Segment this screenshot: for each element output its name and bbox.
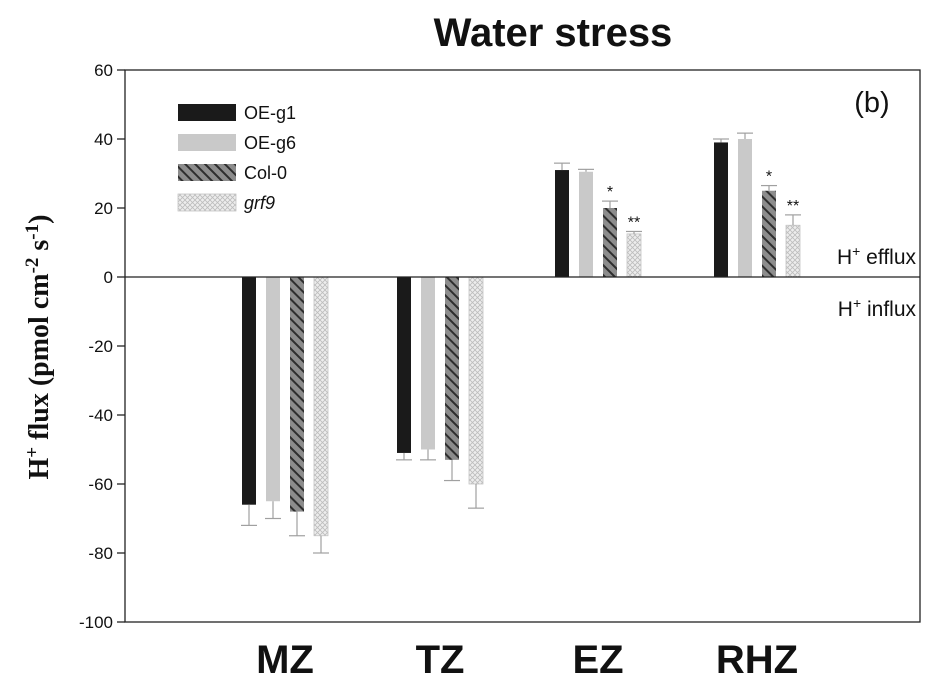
y-axis-title: H+ flux (pmol cm-2 s-1) bbox=[22, 215, 56, 480]
error-bar bbox=[241, 504, 257, 527]
error-bar bbox=[602, 200, 618, 208]
bar-mz-oe-g1 bbox=[242, 277, 256, 505]
bar-ez-oe-g6 bbox=[579, 171, 593, 277]
error-bar bbox=[626, 230, 642, 234]
bar-mz-grf9 bbox=[313, 276, 329, 537]
error-bar bbox=[444, 459, 460, 482]
legend-swatch-grf9 bbox=[177, 193, 237, 212]
y-tick-label: 0 bbox=[104, 268, 113, 287]
efflux-annotation: H+ efflux bbox=[837, 243, 917, 269]
bar-rhz-oe-g6 bbox=[738, 139, 752, 277]
y-tick-label: -20 bbox=[88, 337, 113, 356]
error-bar bbox=[289, 511, 305, 537]
bar-tz-oe-g1 bbox=[397, 277, 411, 453]
legend-label-oe-g6: OE-g6 bbox=[244, 133, 296, 153]
influx-annotation: H+ influx bbox=[838, 295, 917, 321]
significance-mark: ** bbox=[628, 214, 640, 231]
bar-tz-col-0 bbox=[445, 277, 459, 460]
chart-title: Water stress bbox=[434, 11, 673, 55]
bar-rhz-oe-g1 bbox=[714, 142, 728, 277]
y-tick-label: -100 bbox=[79, 613, 113, 632]
y-tick-label: -60 bbox=[88, 475, 113, 494]
y-tick-label: 40 bbox=[94, 130, 113, 149]
error-bar bbox=[761, 184, 777, 191]
category-label-tz: TZ bbox=[416, 638, 465, 682]
legend-swatch-col-0 bbox=[178, 164, 236, 181]
category-label-rhz: RHZ bbox=[716, 638, 798, 682]
error-bar bbox=[468, 484, 484, 509]
error-bar bbox=[313, 535, 329, 554]
legend-label-grf9: grf9 bbox=[244, 193, 275, 213]
y-tick-label: -40 bbox=[88, 406, 113, 425]
legend-label-col-0: Col-0 bbox=[244, 163, 287, 183]
significance-mark: * bbox=[607, 184, 613, 201]
bar-tz-oe-g6 bbox=[421, 277, 435, 450]
category-label-ez: EZ bbox=[572, 638, 623, 682]
bar-mz-oe-g6 bbox=[266, 277, 280, 502]
plot-frame bbox=[124, 69, 921, 623]
legend-swatch-oe-g1 bbox=[178, 104, 236, 121]
bar-mz-col-0 bbox=[290, 277, 304, 512]
y-tick-label: 60 bbox=[94, 61, 113, 80]
bar-rhz-grf9 bbox=[785, 224, 801, 278]
panel-label: (b) bbox=[854, 87, 889, 119]
error-bar bbox=[554, 162, 570, 171]
bar-ez-col-0 bbox=[603, 208, 617, 277]
bar-ez-grf9 bbox=[626, 233, 642, 278]
y-tick-label: 20 bbox=[94, 199, 113, 218]
legend-swatch-oe-g6 bbox=[178, 134, 236, 151]
bar-tz-grf9 bbox=[468, 276, 484, 485]
error-bar bbox=[737, 132, 753, 139]
significance-mark: ** bbox=[787, 198, 799, 215]
error-bar bbox=[713, 138, 729, 143]
error-bar bbox=[578, 168, 594, 172]
category-label-mz: MZ bbox=[256, 638, 314, 682]
legend-label-oe-g1: OE-g1 bbox=[244, 103, 296, 123]
bar-rhz-col-0 bbox=[762, 190, 776, 277]
y-tick-label: -80 bbox=[88, 544, 113, 563]
bar-ez-oe-g1 bbox=[555, 170, 569, 277]
significance-mark: * bbox=[766, 169, 772, 186]
error-bar bbox=[396, 452, 412, 461]
legend: OE-g1 OE-g6 Col-0 grf9 bbox=[177, 103, 296, 213]
error-bar bbox=[785, 214, 801, 226]
error-bar bbox=[265, 501, 281, 520]
error-bar bbox=[420, 449, 436, 461]
